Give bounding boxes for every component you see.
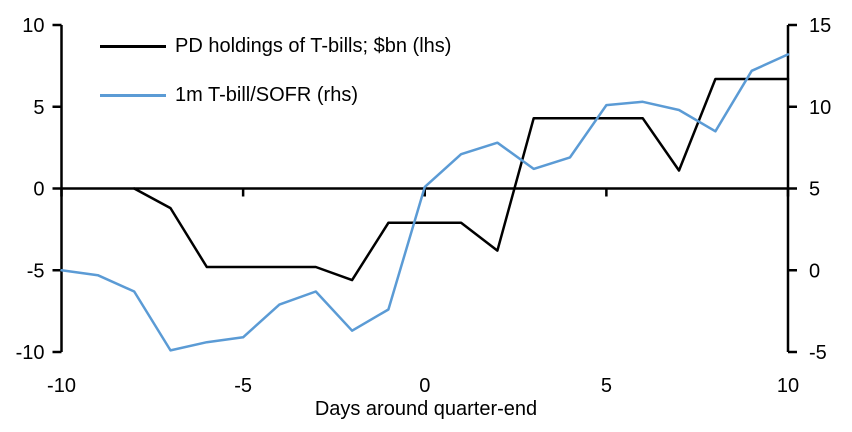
legend-line-swatch-black bbox=[100, 44, 166, 48]
legend: PD holdings of T-bills; $bn (lhs) 1m T-b… bbox=[100, 34, 451, 107]
y-axis-right: 15 10 5 0 -5 bbox=[786, 15, 831, 364]
x-axis-tick-label: 0 bbox=[419, 375, 430, 397]
y-axis-right-tick-label: 0 bbox=[809, 260, 820, 282]
y-axis-left-tick-label: -5 bbox=[27, 260, 45, 282]
legend-label-pd-holdings: PD holdings of T-bills; $bn (lhs) bbox=[175, 34, 452, 57]
series-line-1 bbox=[60, 53, 790, 352]
series-line-0 bbox=[132, 77, 790, 282]
x-axis-tick-label: 10 bbox=[777, 375, 799, 397]
x-axis-tick-label: -10 bbox=[47, 375, 76, 397]
y-axis-left: 10 5 0 -5 -10 bbox=[16, 15, 63, 364]
legend-item-tbill-sofr: 1m T-bill/SOFR (rhs) bbox=[100, 83, 451, 107]
y-axis-right-tick-label: 5 bbox=[809, 179, 820, 201]
y-axis-right-tick-label: -5 bbox=[809, 342, 827, 364]
x-axis-title: Days around quarter-end bbox=[314, 398, 538, 420]
y-axis-left-tick-label: -10 bbox=[16, 342, 45, 364]
series-path-1 bbox=[60, 53, 790, 352]
x-axis-tick-label: -5 bbox=[234, 375, 252, 397]
y-axis-left-tick-label: 10 bbox=[22, 15, 44, 37]
x-axis: -10 -5 0 5 10 bbox=[47, 187, 799, 397]
legend-label-tbill-sofr: 1m T-bill/SOFR (rhs) bbox=[175, 83, 358, 106]
x-axis-tick-label: 5 bbox=[601, 375, 612, 397]
y-axis-left-tick-label: 0 bbox=[33, 179, 44, 201]
y-axis-right-tick-label: 15 bbox=[809, 15, 831, 37]
legend-item-pd-holdings: PD holdings of T-bills; $bn (lhs) bbox=[100, 34, 451, 58]
legend-line-swatch-blue bbox=[100, 93, 166, 97]
y-axis-left-tick-label: 5 bbox=[33, 97, 44, 119]
series-path-0 bbox=[132, 77, 790, 282]
y-axis-right-tick-label: 10 bbox=[809, 97, 831, 119]
